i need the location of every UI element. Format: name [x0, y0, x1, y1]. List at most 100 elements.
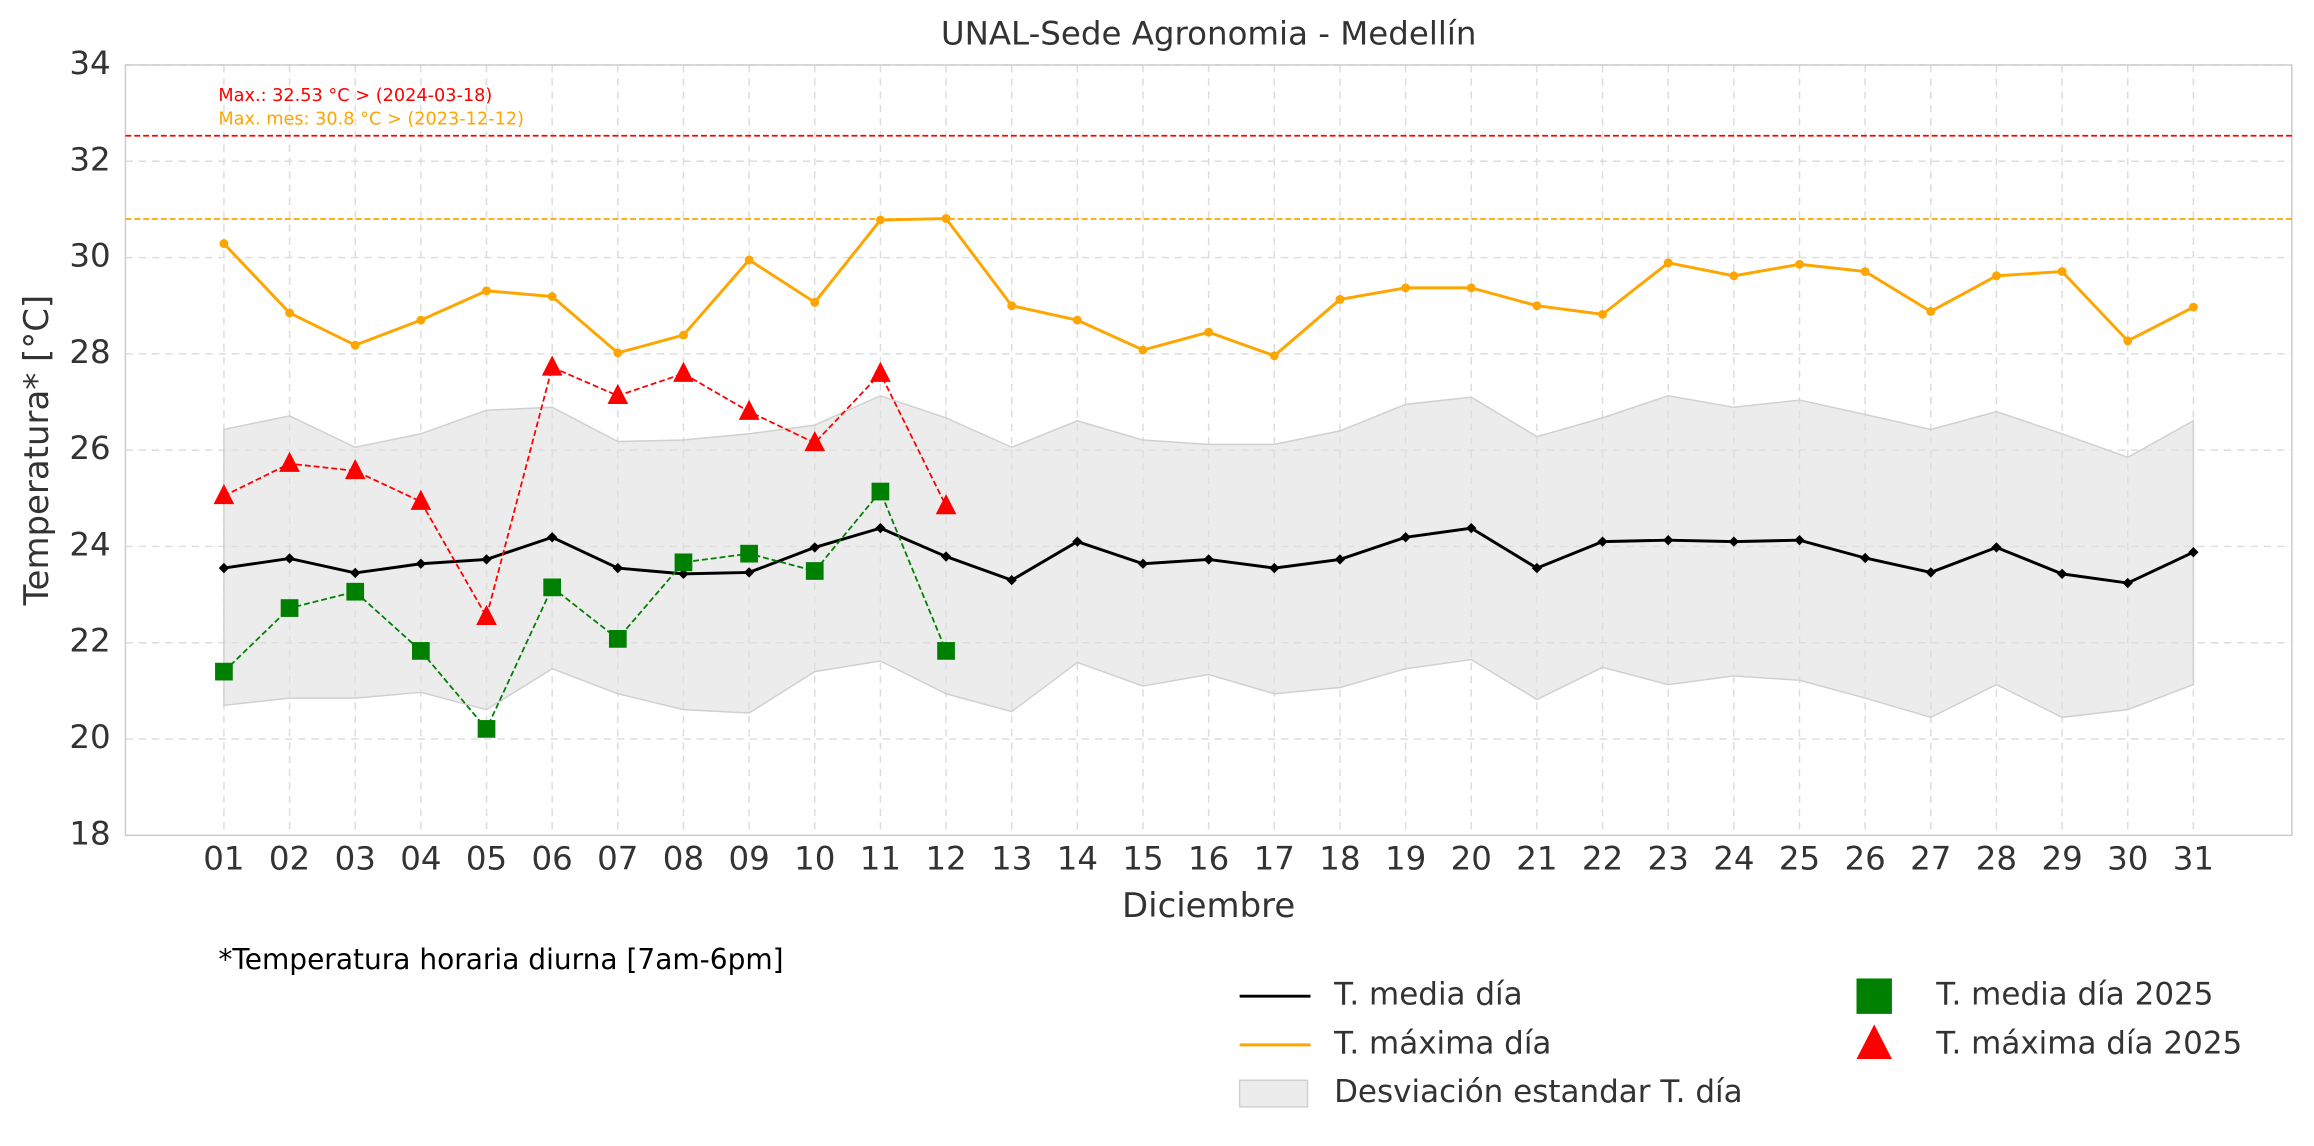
marker — [1856, 978, 1892, 1014]
x-tick-label: 26 — [1844, 839, 1885, 877]
chart-title: UNAL-Sede Agronomia - Medellín — [941, 14, 1477, 52]
marker — [344, 458, 366, 480]
marker — [412, 642, 430, 660]
x-axis-label: Diciembre — [1122, 886, 1295, 926]
x-tick-label: 01 — [203, 839, 244, 877]
marker — [937, 642, 955, 660]
marker — [607, 383, 629, 405]
y-tick-label: 32 — [69, 140, 110, 178]
marker — [1466, 283, 1476, 293]
marker — [543, 578, 562, 597]
x-tick-label: 15 — [1122, 839, 1163, 877]
marker — [875, 522, 886, 534]
marker — [805, 562, 824, 580]
marker — [410, 489, 432, 510]
marker — [870, 361, 891, 382]
legend-label: T. media día 2025 — [1935, 977, 2213, 1013]
legend-label: Desviación estandar T. día — [1334, 1074, 1743, 1110]
series-line — [223, 366, 947, 620]
marker — [350, 340, 360, 350]
x-tick-label: 02 — [269, 839, 310, 877]
y-tick-label: 24 — [69, 525, 110, 563]
x-tick-label: 04 — [400, 839, 441, 877]
marker — [346, 582, 365, 601]
x-tick-label: 20 — [1451, 839, 1492, 877]
marker — [875, 215, 885, 225]
x-tick-label: 13 — [991, 839, 1032, 877]
marker — [1531, 562, 1543, 574]
marker — [1598, 309, 1607, 319]
marker — [1401, 283, 1411, 293]
x-tick-label: 23 — [1648, 839, 1689, 877]
x-tick-label: 19 — [1385, 839, 1426, 877]
marker — [1860, 267, 1870, 276]
marker — [871, 482, 890, 501]
x-tick-label: 22 — [1582, 839, 1623, 877]
x-tick-label: 07 — [597, 839, 638, 877]
marker — [673, 361, 694, 382]
x-tick-label: 16 — [1188, 839, 1229, 877]
marker — [1856, 1024, 1892, 1060]
marker — [810, 297, 820, 307]
legend-item: T. máxima día — [1239, 1025, 1551, 1061]
legend-label: T. máxima día 2025 — [1935, 1025, 2242, 1061]
marker — [738, 399, 760, 420]
y-tick-label: 28 — [69, 333, 110, 371]
marker — [1400, 532, 1411, 543]
marker — [809, 542, 820, 553]
marker — [1335, 295, 1345, 304]
marker — [285, 308, 294, 318]
x-tick-label: 14 — [1057, 839, 1098, 877]
marker — [1007, 301, 1017, 311]
legend-item: Desviación estandar T. día — [1238, 1074, 1743, 1110]
marker — [940, 551, 952, 562]
x-tick-label: 03 — [335, 839, 376, 877]
x-tick-label: 30 — [2107, 839, 2148, 877]
marker — [218, 562, 230, 574]
x-tick-label: 05 — [466, 839, 507, 877]
x-tick-label: 10 — [794, 839, 835, 877]
marker — [1729, 271, 1739, 281]
marker — [804, 431, 826, 452]
x-tick-label: 24 — [1713, 839, 1754, 877]
x-tick-label: 27 — [1910, 839, 1951, 877]
reference-label: Max. mes: 30.8 °C > (2023-12-12) — [218, 110, 524, 130]
legend-label: T. media día — [1333, 977, 1523, 1013]
marker — [215, 662, 233, 681]
marker — [613, 348, 623, 358]
marker — [2057, 267, 2067, 276]
marker — [941, 214, 951, 223]
x-tick-label: 11 — [860, 839, 901, 877]
x-tick-label: 21 — [1516, 839, 1557, 877]
y-tick-label: 22 — [69, 622, 110, 660]
marker — [679, 330, 688, 340]
legend-item: T. máxima día 2025 — [1856, 1024, 2242, 1061]
marker — [476, 604, 497, 625]
y-tick-label: 20 — [69, 718, 110, 756]
marker — [1072, 315, 1082, 325]
y-tick-label: 26 — [69, 429, 110, 467]
marker — [477, 720, 496, 738]
marker — [1859, 552, 1871, 564]
x-tick-label: 09 — [728, 839, 769, 877]
x-tick-label: 29 — [2041, 839, 2082, 877]
marker — [744, 255, 754, 265]
marker — [1663, 258, 1673, 268]
marker — [2123, 336, 2133, 346]
y-tick-label: 18 — [69, 814, 110, 852]
marker — [608, 630, 627, 648]
x-tick-label: 08 — [663, 839, 704, 877]
footnote: *Temperatura horaria diurna [7am-6pm] — [218, 943, 783, 976]
marker — [935, 494, 957, 515]
marker — [1728, 536, 1740, 547]
marker — [219, 239, 229, 249]
marker — [1138, 345, 1148, 355]
marker — [279, 451, 300, 472]
marker — [1795, 259, 1804, 269]
legend-swatch — [1238, 1079, 1309, 1108]
marker — [1269, 562, 1280, 574]
x-tick-label: 12 — [925, 839, 966, 877]
marker — [1926, 307, 1936, 316]
x-tick-label: 31 — [2173, 839, 2214, 877]
